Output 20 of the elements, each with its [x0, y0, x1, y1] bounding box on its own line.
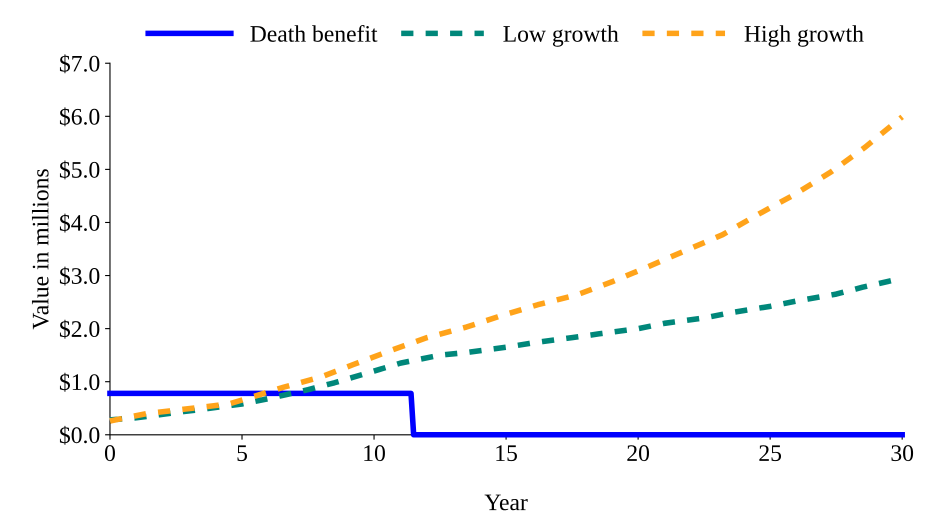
y-tick-label: $1.0 — [60, 372, 100, 392]
y-tick-label: $0.0 — [60, 426, 100, 445]
legend-label: Low growth — [503, 25, 618, 47]
y-tick-label: $4.0 — [60, 214, 100, 232]
y-tick-label: $3.0 — [60, 266, 100, 286]
y-tick-label: $6.0 — [60, 107, 100, 126]
x-tick-label: 20 — [627, 445, 650, 462]
y-tick-label: $2.0 — [60, 320, 100, 339]
y-axis-title: Value in millions — [32, 169, 49, 330]
x-tick-label: 30 — [892, 445, 914, 462]
x-tick-label: 0 — [104, 445, 115, 462]
x-tick-label: 15 — [496, 445, 517, 462]
x-tick-label: 10 — [364, 445, 385, 462]
y-tick-label: $5.0 — [60, 160, 100, 180]
x-tick-label: 5 — [237, 445, 247, 462]
x-axis-title: Year — [484, 494, 528, 510]
legend-label: Death benefit — [250, 24, 378, 42]
x-tick-label: 25 — [759, 445, 782, 462]
y-tick-label: $7.0 — [60, 54, 100, 74]
legend-label: High growth — [744, 25, 864, 47]
